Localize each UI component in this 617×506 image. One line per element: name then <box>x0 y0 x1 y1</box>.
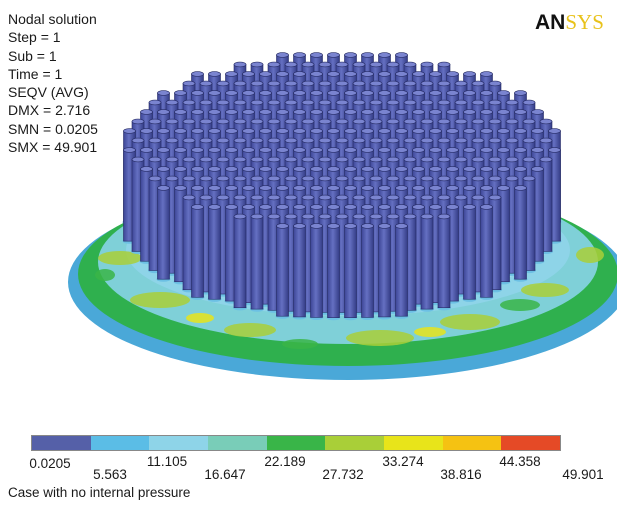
legend-tick-label: 27.732 <box>322 467 364 482</box>
stress-patch <box>224 323 276 337</box>
info-line: Time = 1 <box>8 65 63 82</box>
legend-tick-label: 11.105 <box>146 454 188 469</box>
legend-segment <box>90 436 150 450</box>
legend-tick-label: 33.274 <box>382 454 424 469</box>
info-line: SMN = 0.0205 <box>8 120 98 137</box>
tube <box>479 204 494 300</box>
stress-patch <box>98 251 142 265</box>
stress-patch <box>282 339 318 349</box>
legend-segment <box>266 436 326 450</box>
tube <box>190 204 205 300</box>
logo-part-an: AN <box>535 11 566 34</box>
tube <box>326 223 341 321</box>
legend-segment <box>501 436 561 450</box>
legend-tick-label: 44.358 <box>499 454 541 469</box>
fea-model-view <box>68 52 617 380</box>
tube <box>462 204 477 302</box>
stress-patches <box>95 247 604 349</box>
legend-segment <box>32 436 91 450</box>
stress-patch <box>521 283 569 297</box>
legend-tick-label: 5.563 <box>93 467 127 482</box>
solution-info: Nodal solution Step = 1 Sub = 1 Time = 1… <box>8 10 98 156</box>
tube <box>233 213 247 311</box>
stress-patch <box>186 313 214 323</box>
tube <box>377 223 392 320</box>
tube <box>250 213 264 312</box>
info-line: SMX = 49.901 <box>8 139 98 156</box>
legend-segment <box>325 436 385 450</box>
color-legend-bar <box>31 435 561 451</box>
logo-part-sys: SYS <box>565 10 604 34</box>
info-line: Step = 1 <box>8 29 61 46</box>
legend-segment <box>442 436 502 450</box>
stress-patch <box>130 292 190 308</box>
info-line: Nodal solution <box>8 11 97 27</box>
legend-tick-label: 16.647 <box>204 467 246 482</box>
ansys-logo: ANSYS <box>535 10 604 35</box>
stress-patch <box>440 314 500 330</box>
legend-segment <box>384 436 443 450</box>
stress-patch <box>346 330 414 346</box>
legend-segment <box>149 436 209 450</box>
legend-segment <box>208 436 267 450</box>
legend-tick-label: 22.189 <box>264 454 306 469</box>
tube <box>207 204 222 302</box>
info-line: SEQV (AVG) <box>8 84 89 101</box>
tube <box>275 223 290 319</box>
tube <box>437 213 451 311</box>
stress-patch <box>414 327 446 337</box>
stress-patch <box>500 299 540 311</box>
stress-patch <box>576 247 604 263</box>
tube <box>420 213 434 312</box>
figure-caption: Case with no internal pressure <box>8 485 191 500</box>
legend-tick-label: 0.0205 <box>29 456 71 471</box>
tube <box>156 185 171 282</box>
stress-patch <box>95 269 115 281</box>
tube <box>343 223 358 321</box>
tube <box>513 185 528 282</box>
legend-tick-label: 38.816 <box>440 467 482 482</box>
tube-bundle <box>122 52 562 321</box>
tube <box>309 223 324 321</box>
info-line: Sub = 1 <box>8 47 57 64</box>
tube <box>292 223 307 320</box>
tube <box>394 223 409 319</box>
info-line: DMX = 2.716 <box>8 102 91 119</box>
legend-tick-label: 49.901 <box>562 467 604 482</box>
tube <box>360 223 375 321</box>
